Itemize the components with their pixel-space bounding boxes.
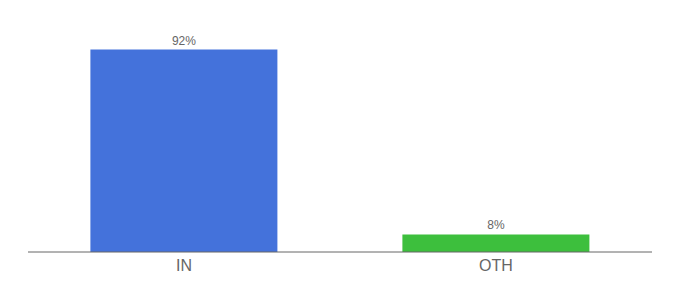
svg-text:IN: IN <box>176 257 192 274</box>
svg-text:92%: 92% <box>172 34 196 48</box>
svg-text:OTH: OTH <box>479 257 513 274</box>
svg-text:8%: 8% <box>487 218 505 232</box>
